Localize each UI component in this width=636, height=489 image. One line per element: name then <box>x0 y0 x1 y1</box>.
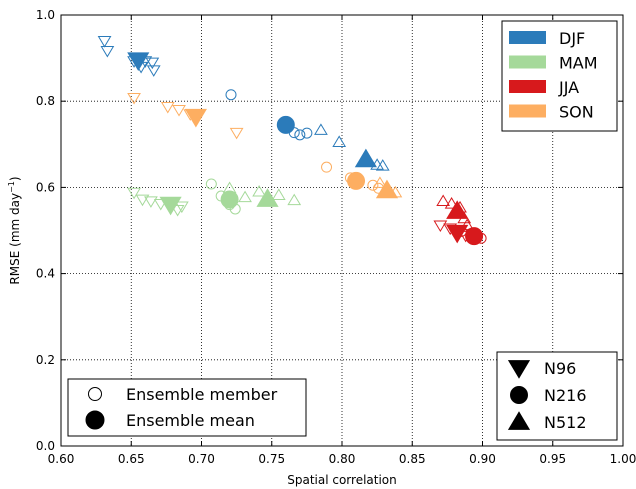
season-legend: DJF MAM JJA SON <box>501 20 618 132</box>
mean-marker-mam <box>256 188 279 207</box>
mean-marker-jja <box>465 227 484 246</box>
member-marker-mam <box>287 193 302 206</box>
member-marker-son <box>373 176 387 188</box>
mean-marker-son <box>347 171 366 190</box>
y-tick-label: 0.0 <box>36 439 55 453</box>
y-axis-ticks: 0.0 0.2 0.4 0.6 0.8 1.0 <box>36 8 623 453</box>
member-marker-mam <box>153 198 168 211</box>
legend-label-ensemble-mean: Ensemble mean <box>126 411 255 430</box>
data-markers <box>97 36 487 246</box>
member-marker-djf <box>375 159 390 171</box>
member-marker-son <box>229 127 244 140</box>
x-tick-label: 1.00 <box>610 452 636 466</box>
member-marker-son <box>172 105 186 117</box>
member-marker-mam <box>174 201 189 214</box>
member-marker-mam <box>271 188 286 200</box>
mean-marker-jja <box>446 224 469 244</box>
legend-member-marker <box>88 387 102 401</box>
legend-label-n512: N512 <box>544 413 587 432</box>
resolution-legend: N96 N216 N512 <box>496 351 618 441</box>
member-marker-jja <box>436 194 451 207</box>
y-tick-label: 0.2 <box>36 353 55 367</box>
x-tick-label: 0.95 <box>539 452 566 466</box>
y-axis-label-superscript: −1 <box>7 181 16 193</box>
member-marker-mam <box>135 194 150 207</box>
member-marker-djf <box>225 89 237 101</box>
x-tick-label: 0.65 <box>118 452 145 466</box>
x-tick-label: 0.80 <box>329 452 356 466</box>
x-tick-label: 0.90 <box>469 452 496 466</box>
legend-label-djf: DJF <box>559 29 585 48</box>
member-marker-djf <box>100 45 115 58</box>
legend-swatch-djf <box>509 31 546 44</box>
member-marker-mam <box>205 178 217 190</box>
y-axis-label-text: RMSE (mm day <box>8 193 22 285</box>
member-marker-jja <box>460 218 474 231</box>
legend-label-jja: JJA <box>558 78 579 97</box>
y-tick-label: 0.6 <box>36 180 55 194</box>
mean-marker-djf <box>127 52 150 72</box>
member-marker-djf <box>145 57 160 70</box>
y-axis-label: RMSE (mm day−1) <box>7 176 22 284</box>
mean-marker-jja <box>446 200 469 219</box>
member-marker-son <box>321 161 333 173</box>
member-marker-mam <box>127 187 141 200</box>
ensemble-type-legend: Ensemble member Ensemble mean <box>67 378 307 437</box>
ensemble-legend-box <box>67 378 307 437</box>
legend-label-son: SON <box>559 103 594 122</box>
member-marker-djf <box>314 123 328 135</box>
member-marker-son <box>160 101 175 114</box>
legend-marker-n96 <box>507 360 531 379</box>
mean-marker-mam <box>220 190 239 209</box>
legend-marker-n512 <box>507 411 531 430</box>
legend-label-n96: N96 <box>544 359 576 378</box>
legend-label-mam: MAM <box>559 54 598 73</box>
member-marker-son <box>127 92 141 105</box>
member-marker-jja <box>444 197 459 209</box>
member-marker-djf <box>146 65 161 77</box>
y-tick-label: 1.0 <box>36 8 55 22</box>
member-marker-djf <box>332 135 347 147</box>
member-marker-mam <box>144 196 158 208</box>
member-marker-mam <box>238 190 252 203</box>
legend-label-n216: N216 <box>544 386 587 405</box>
y-axis-label-close: ) <box>8 176 22 181</box>
member-marker-djf <box>97 36 112 48</box>
mean-marker-mam <box>159 196 182 216</box>
y-tick-label: 0.4 <box>36 267 55 281</box>
member-marker-son <box>367 179 379 191</box>
member-marker-djf <box>294 129 306 141</box>
legend-marker-n216 <box>510 386 528 404</box>
y-tick-label: 0.8 <box>36 94 55 108</box>
x-tick-label: 0.85 <box>399 452 426 466</box>
mean-marker-djf <box>354 148 377 168</box>
legend-swatch-mam <box>509 55 546 69</box>
mean-marker-djf <box>276 115 295 134</box>
mean-marker-son <box>184 108 207 128</box>
x-tick-label: 0.70 <box>188 452 215 466</box>
legend-label-ensemble-member: Ensemble member <box>126 385 278 404</box>
x-axis-label: Spatial correlation <box>287 473 397 487</box>
x-tick-label: 0.75 <box>258 452 285 466</box>
member-marker-djf <box>301 127 313 139</box>
mean-marker-son <box>375 179 399 199</box>
legend-swatch-jja <box>509 80 546 93</box>
x-axis-ticks: 0.60 0.65 0.70 0.75 0.80 0.85 0.90 0.95 1.00 <box>48 15 636 466</box>
legend-mean-marker <box>85 410 105 430</box>
member-marker-mam <box>252 184 266 197</box>
legend-swatch-son <box>509 104 546 118</box>
member-marker-jja <box>433 220 448 233</box>
x-tick-label: 0.60 <box>48 452 75 466</box>
plot-frame <box>60 14 624 447</box>
